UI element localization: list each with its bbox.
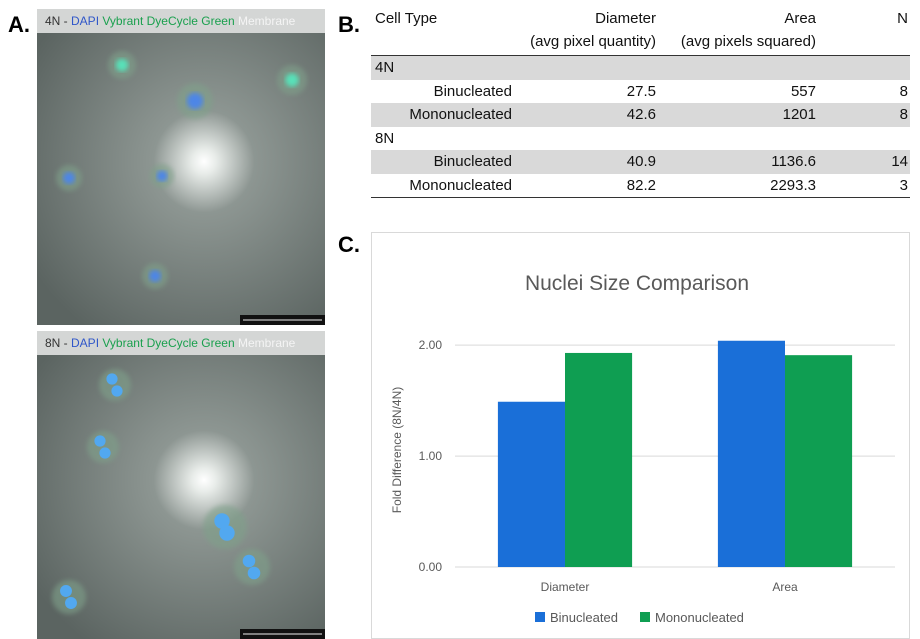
legend-swatch [535,612,545,622]
legend-label: Binucleated [550,610,618,625]
figure: A. B. C. 4N - DAPI Vybrant DyeCycle Gree… [0,0,920,639]
bar [498,402,565,567]
legend-label: Mononucleated [655,610,744,625]
chart-title: Nuclei Size Comparison [525,272,749,295]
y-tick-label: 1.00 [419,449,443,463]
bar [785,355,852,567]
bar [718,341,785,567]
legend-swatch [640,612,650,622]
bar [565,353,632,567]
x-tick-label: Area [772,580,798,594]
y-tick-label: 0.00 [419,560,443,574]
x-tick-label: Diameter [541,580,590,594]
y-axis-label: Fold Difference (8N/4N) [390,387,404,514]
y-tick-label: 2.00 [419,338,443,352]
chart: Nuclei Size Comparison Fold Difference (8… [0,0,920,639]
